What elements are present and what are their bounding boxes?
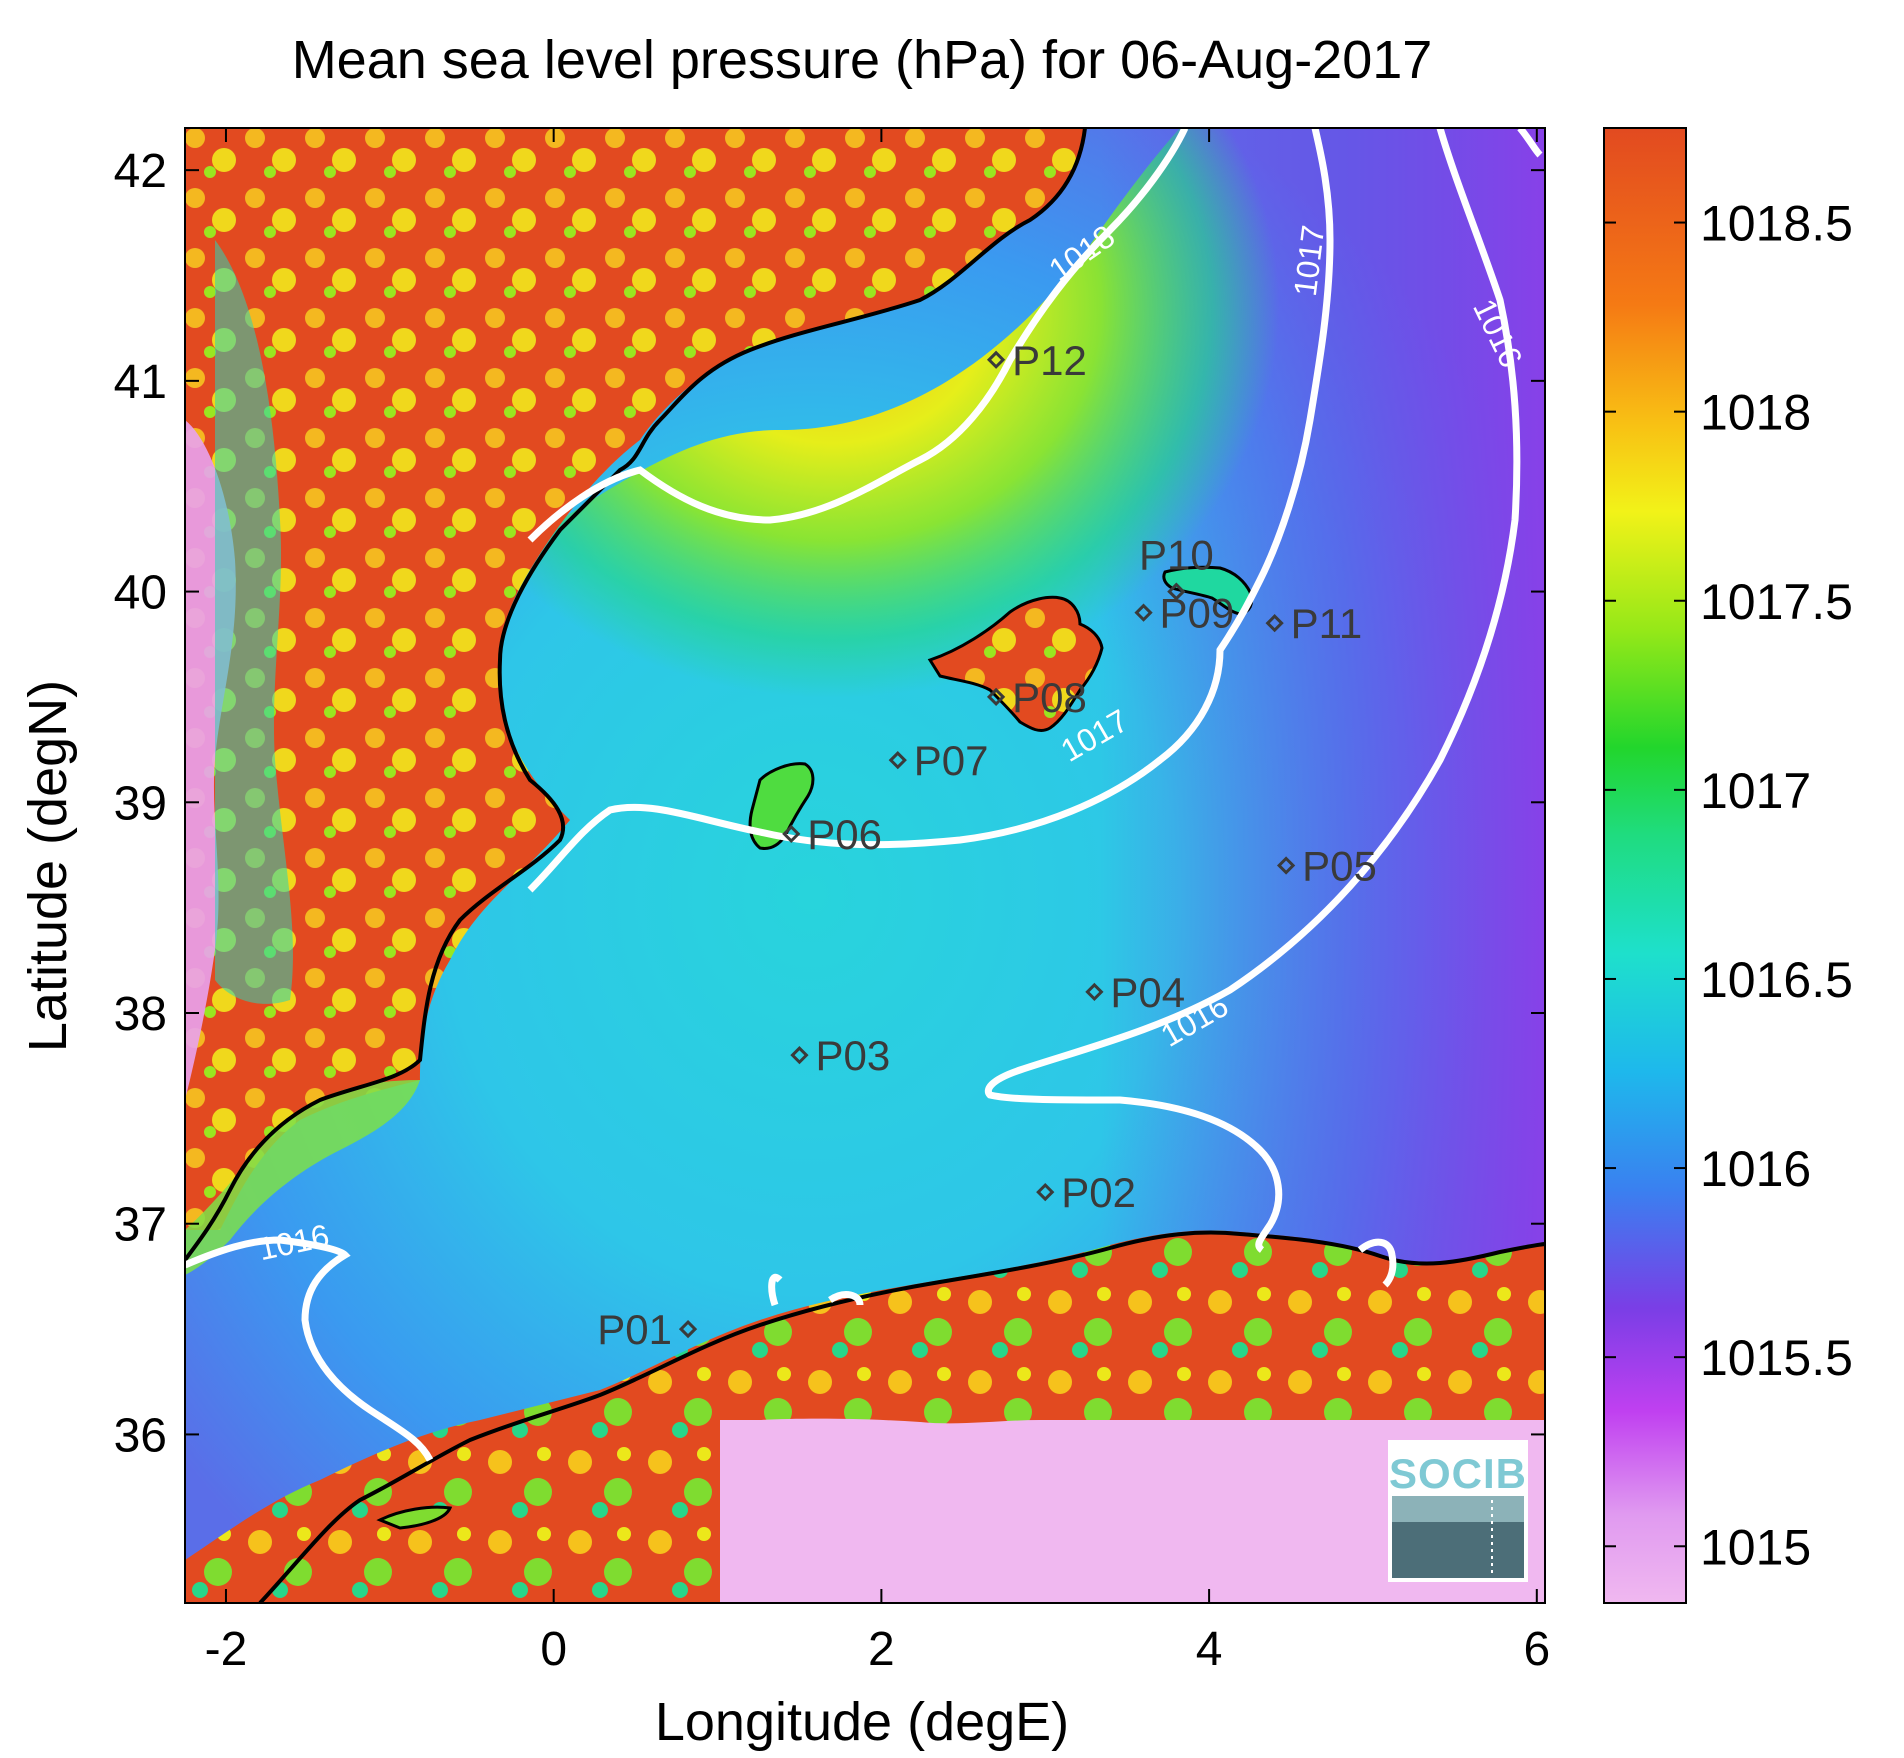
colorbar-tick-label: 1016 xyxy=(1700,1141,1811,1197)
y-axis: 36 37 38 39 40 41 42 xyxy=(114,145,1545,1462)
station-label: P09 xyxy=(1160,590,1235,637)
y-tick-label: 40 xyxy=(114,567,167,620)
colorbar-tick-label: 1018.5 xyxy=(1700,196,1853,252)
station-label: P04 xyxy=(1110,969,1185,1016)
iberia-coastline xyxy=(185,128,1087,1262)
contour-fragments xyxy=(768,1238,1397,1307)
station-markers: P01 P02 P03 P04 P05 P06 P07 P08 P09 P10 P11 P12 xyxy=(597,337,1377,1353)
station-label: P05 xyxy=(1302,843,1377,890)
x-tick-label: 6 xyxy=(1523,1623,1550,1676)
contour-label: 1017 xyxy=(1287,223,1331,298)
station-marker xyxy=(1265,614,1284,633)
x-tick-label: 4 xyxy=(1196,1623,1223,1676)
y-tick-label: 39 xyxy=(114,777,167,830)
station-label: P07 xyxy=(914,737,989,784)
colorbar-tick-label: 1015 xyxy=(1700,1519,1811,1575)
station-label: P08 xyxy=(1012,674,1087,721)
colorbar xyxy=(1603,127,1687,1604)
station-marker xyxy=(678,1319,698,1339)
colorbar-tick-label: 1018 xyxy=(1700,385,1811,441)
contour-1017 xyxy=(527,128,1334,893)
station-label: P10 xyxy=(1139,532,1214,579)
colorbar-tick-label: 1016.5 xyxy=(1700,952,1853,1008)
station-label: P06 xyxy=(807,811,882,858)
station-marker xyxy=(1167,582,1186,601)
iberia-land xyxy=(185,128,1085,1230)
socib-logo: SOCIB xyxy=(1388,1440,1528,1582)
colorbar-tick-label: 1017 xyxy=(1700,763,1811,819)
islet xyxy=(376,1505,453,1530)
station-label: P11 xyxy=(1291,600,1363,647)
contour-1016-west xyxy=(185,1236,434,1462)
high-pressure-sea xyxy=(507,128,1320,841)
y-tick-label: 42 xyxy=(114,145,167,198)
x-axis-label: Longitude (degE) xyxy=(655,1692,1069,1752)
station-marker xyxy=(1036,1182,1055,1202)
station-marker xyxy=(1085,982,1104,1002)
x-tick-label: 2 xyxy=(868,1623,895,1676)
africa-coastline xyxy=(258,1230,1545,1603)
chart-title: Mean sea level pressure (hPa) for 06-Aug… xyxy=(292,30,1433,90)
saharan-low xyxy=(720,1418,1545,1603)
contour-ne xyxy=(1517,128,1543,158)
y-axis-label: Latitude (degN) xyxy=(18,680,78,1052)
mallorca xyxy=(927,595,1104,732)
station-label: P03 xyxy=(815,1032,890,1079)
station-marker xyxy=(1276,856,1296,875)
station-label: P12 xyxy=(1012,337,1087,384)
station-label: P01 xyxy=(597,1306,672,1353)
station-marker xyxy=(986,687,1006,707)
station-marker xyxy=(1134,603,1153,622)
x-axis: -2 0 2 4 6 xyxy=(205,128,1550,1676)
plot-frame xyxy=(184,127,1546,1604)
station-label: P02 xyxy=(1061,1169,1136,1216)
station-marker xyxy=(782,824,801,844)
colorbar-tick-label: 1015.5 xyxy=(1700,1330,1853,1386)
y-tick-label: 36 xyxy=(114,1409,167,1462)
logo-text: SOCIB xyxy=(1389,1450,1527,1497)
station-marker xyxy=(790,1046,809,1065)
x-tick-label: -2 xyxy=(205,1623,248,1676)
ibiza xyxy=(748,762,815,850)
sw-coast-strip xyxy=(185,1080,420,1275)
station-marker xyxy=(888,751,907,770)
y-tick-label: 37 xyxy=(114,1199,167,1252)
y-tick-label: 41 xyxy=(114,356,167,409)
station-marker xyxy=(986,350,1006,369)
colorbar-ticks: 1015 1015.5 1016 1016.5 1017 1017.5 1018 1018.5 xyxy=(1604,196,1853,1575)
colorbar-tick-label: 1017.5 xyxy=(1700,574,1853,630)
x-tick-label: 0 xyxy=(540,1623,567,1676)
y-tick-label: 38 xyxy=(114,988,167,1041)
map-field: 1018 1017 1016 1017 1016 1016 P01P02P03P… xyxy=(185,128,1545,1603)
contour-1016-east xyxy=(984,128,1521,1253)
inland-band xyxy=(215,240,293,1004)
contour-1018 xyxy=(527,128,1189,543)
